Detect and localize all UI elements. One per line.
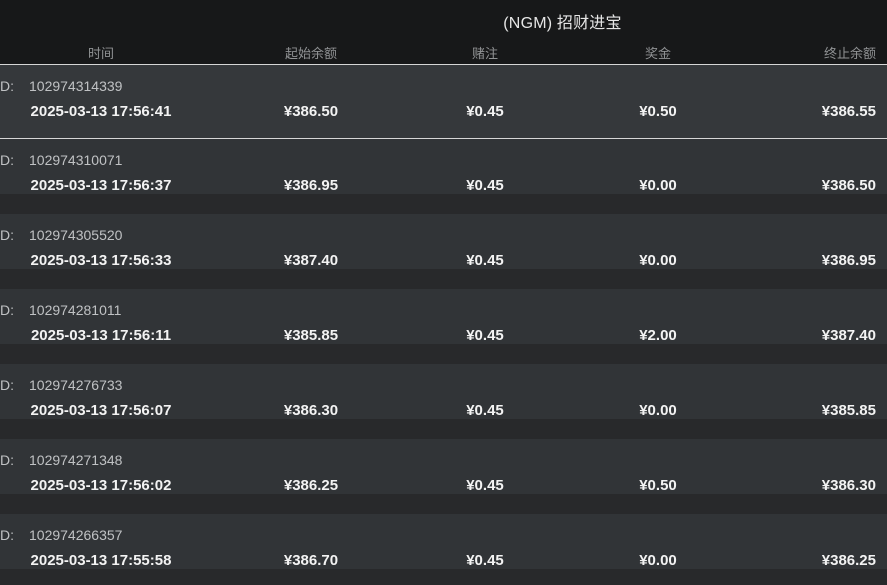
bet-cell: ¥0.45 xyxy=(466,402,504,419)
table-row: D: 102974310071 2025-03-13 17:56:37 ¥386.… xyxy=(0,139,887,194)
end-balance-cell: ¥386.55 xyxy=(821,103,876,120)
record-id-value: 102974276733 xyxy=(29,377,123,393)
start-balance-cell: ¥387.40 xyxy=(283,252,339,269)
time-cell: 2025-03-13 17:56:41 xyxy=(30,103,172,120)
record-id-line: D: 102974314339 xyxy=(0,78,887,94)
prize-cell: ¥2.00 xyxy=(639,327,677,344)
record-id-line: D: 102974310071 xyxy=(0,152,887,168)
record-id-label: D: xyxy=(0,78,14,94)
bet-cell: ¥0.45 xyxy=(466,177,504,194)
record-id-label: D: xyxy=(0,227,14,243)
record-id-line: D: 102974305520 xyxy=(0,227,887,243)
time-cell: 2025-03-13 17:56:11 xyxy=(30,327,172,344)
end-balance-cell: ¥386.95 xyxy=(821,252,876,269)
record-id-value: 102974266357 xyxy=(29,527,123,543)
start-balance-cell: ¥386.50 xyxy=(283,103,339,120)
prize-cell: ¥0.50 xyxy=(639,103,677,120)
bet-record-list: D: 102974314339 2025-03-13 17:56:41 ¥386.… xyxy=(0,65,887,569)
bet-cell: ¥0.45 xyxy=(466,327,504,344)
time-cell: 2025-03-13 17:56:33 xyxy=(30,252,172,269)
record-id-label: D: xyxy=(0,527,14,543)
prize-cell: ¥0.00 xyxy=(639,552,677,569)
record-id-line: D: 102974271348 xyxy=(0,452,887,468)
page-title: (NGM) 招财进宝 xyxy=(503,15,622,32)
header-bar: (NGM) 招财进宝 时间 起始余额 赌注 奖金 终止余额 xyxy=(0,0,887,65)
column-header-end-balance: 终止余额 xyxy=(823,46,876,61)
start-balance-cell: ¥386.95 xyxy=(283,177,339,194)
prize-cell: ¥0.00 xyxy=(639,402,677,419)
record-id-line: D: 102974276733 xyxy=(0,377,887,393)
table-row: D: 102974266357 2025-03-13 17:55:58 ¥386.… xyxy=(0,514,887,569)
table-row: D: 102974271348 2025-03-13 17:56:02 ¥386.… xyxy=(0,439,887,494)
record-id-value: 102974281011 xyxy=(29,302,122,318)
end-balance-cell: ¥386.25 xyxy=(821,552,876,569)
time-cell: 2025-03-13 17:55:58 xyxy=(30,552,172,569)
record-id-value: 102974310071 xyxy=(29,152,123,168)
column-header-row: 时间 起始余额 赌注 奖金 终止余额 xyxy=(0,43,887,62)
bet-cell: ¥0.45 xyxy=(466,477,504,494)
time-cell: 2025-03-13 17:56:07 xyxy=(30,402,172,419)
start-balance-cell: ¥386.70 xyxy=(283,552,339,569)
end-balance-cell: ¥386.30 xyxy=(821,477,876,494)
table-row: D: 102974305520 2025-03-13 17:56:33 ¥387.… xyxy=(0,214,887,269)
end-balance-cell: ¥385.85 xyxy=(821,402,876,419)
start-balance-cell: ¥386.30 xyxy=(283,402,339,419)
record-id-label: D: xyxy=(0,302,14,318)
prize-cell: ¥0.50 xyxy=(639,477,677,494)
record-id-value: 102974314339 xyxy=(29,78,123,94)
record-id-label: D: xyxy=(0,377,14,393)
bet-cell: ¥0.45 xyxy=(466,103,504,120)
record-id-label: D: xyxy=(0,152,14,168)
table-row: D: 102974276733 2025-03-13 17:56:07 ¥386.… xyxy=(0,364,887,419)
record-id-line: D: 102974281011 xyxy=(0,302,887,318)
end-balance-cell: ¥386.50 xyxy=(821,177,876,194)
column-header-start-balance: 起始余额 xyxy=(284,46,337,61)
start-balance-cell: ¥385.85 xyxy=(283,327,339,344)
prize-cell: ¥0.00 xyxy=(639,252,677,269)
time-cell: 2025-03-13 17:56:02 xyxy=(30,477,172,494)
bet-cell: ¥0.45 xyxy=(466,252,504,269)
record-id-value: 102974305520 xyxy=(29,227,123,243)
start-balance-cell: ¥386.25 xyxy=(283,477,339,494)
column-header-bet: 赌注 xyxy=(471,46,498,61)
prize-cell: ¥0.00 xyxy=(639,177,677,194)
record-id-line: D: 102974266357 xyxy=(0,527,887,543)
record-id-label: D: xyxy=(0,452,14,468)
column-header-time: 时间 xyxy=(87,46,114,61)
table-row: D: 102974281011 2025-03-13 17:56:11 ¥385.… xyxy=(0,289,887,344)
column-header-prize: 奖金 xyxy=(644,46,671,61)
end-balance-cell: ¥387.40 xyxy=(821,327,876,344)
record-id-value: 102974271348 xyxy=(29,452,123,468)
bet-cell: ¥0.45 xyxy=(466,552,504,569)
table-row: D: 102974314339 2025-03-13 17:56:41 ¥386.… xyxy=(0,65,887,139)
time-cell: 2025-03-13 17:56:37 xyxy=(30,177,172,194)
